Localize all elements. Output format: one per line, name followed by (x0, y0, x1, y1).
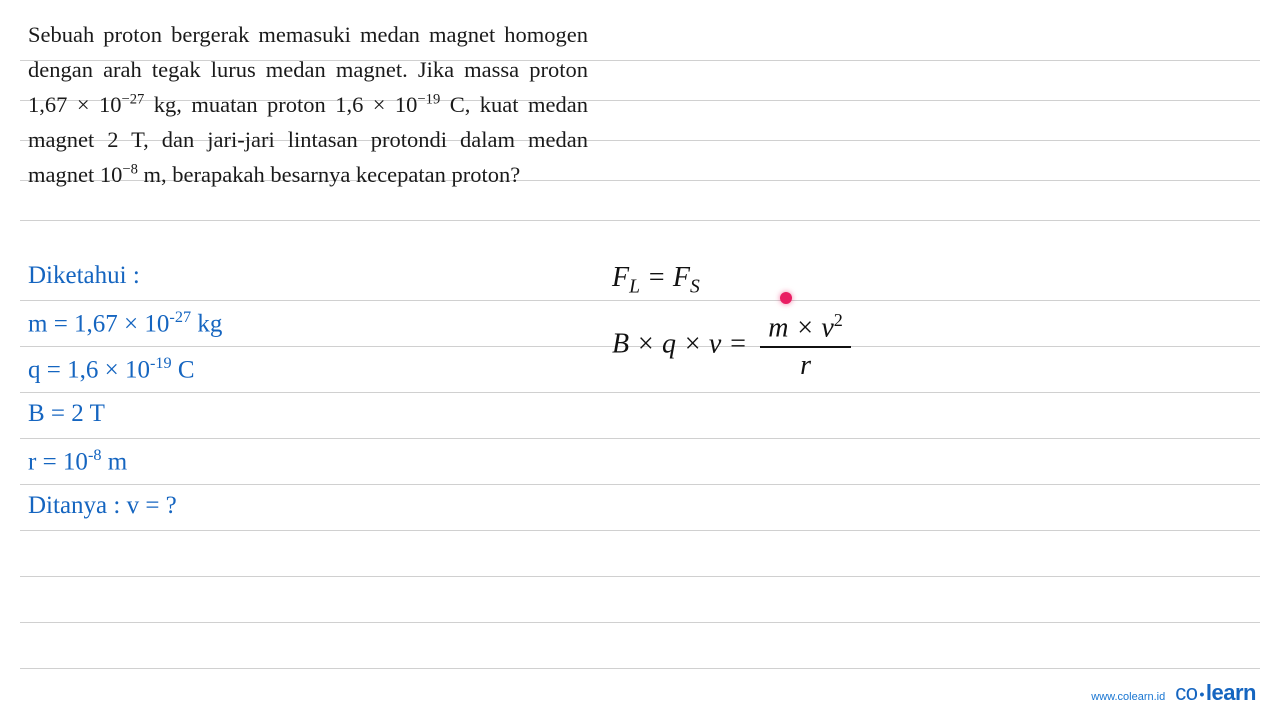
eq1-lhs-sub: L (629, 277, 640, 298)
ruled-line (20, 668, 1260, 669)
pointer-dot (780, 292, 792, 304)
problem-text: Sebuah proton bergerak memasuki medan ma… (28, 18, 588, 192)
eq1-lhs-var: F (612, 262, 629, 293)
known-line: q = 1,6 × 10-19 C (28, 354, 195, 384)
brand-prefix: co (1175, 680, 1197, 705)
ruled-line (20, 622, 1260, 623)
brand-dot-icon: • (1200, 686, 1204, 702)
equation-bqv: B × q × v = m × v2 r (612, 310, 857, 382)
eq1-rhs-var: F (673, 262, 690, 293)
eq2-denominator: r (760, 348, 851, 382)
ruled-line (20, 392, 1260, 393)
brand-logo: co•learn (1175, 680, 1256, 706)
eq1-equals: = (647, 262, 673, 293)
ruled-line (20, 300, 1260, 301)
known-line: m = 1,67 × 10-27 kg (28, 308, 222, 338)
eq2-numerator: m × v2 (760, 310, 851, 348)
eq2-lhs: B × q × v = (612, 329, 747, 360)
eq2-fraction: m × v2 r (760, 310, 851, 382)
ruled-line (20, 484, 1260, 485)
ruled-line (20, 576, 1260, 577)
ruled-line (20, 438, 1260, 439)
ruled-line (20, 530, 1260, 531)
footer-url: www.colearn.id (1091, 691, 1165, 703)
known-line: B = 2 T (28, 400, 105, 428)
ruled-line (20, 220, 1260, 221)
eq1-rhs-sub: S (690, 277, 700, 298)
brand-suffix: learn (1206, 680, 1256, 705)
equation-fl-fs: FL = FS (612, 262, 700, 299)
known-line: r = 10-8 m (28, 446, 127, 476)
footer: www.colearn.id co•learn (1091, 680, 1256, 706)
known-heading: Diketahui : (28, 262, 140, 290)
asked-line: Ditanya : v = ? (28, 492, 177, 520)
